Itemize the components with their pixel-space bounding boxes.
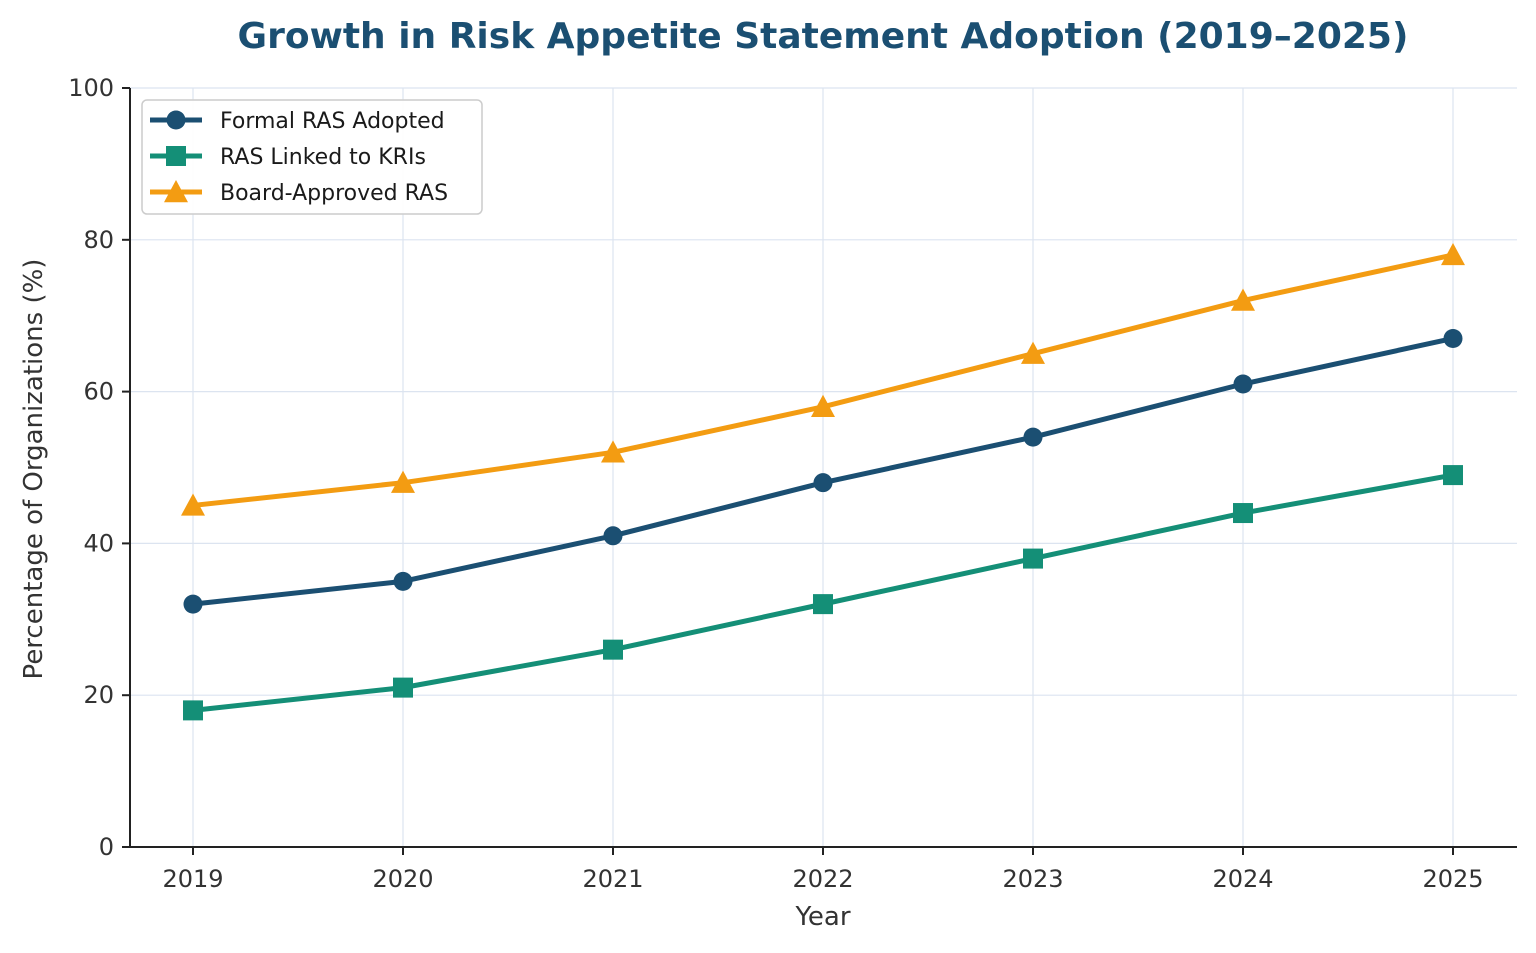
series-layer [181,242,1465,721]
data-point [1021,341,1045,364]
data-point [183,594,203,614]
y-tick-label: 40 [83,529,114,557]
data-point [1441,242,1465,266]
data-point [393,571,413,591]
data-point [813,473,833,493]
data-point [393,677,413,698]
x-tick-label: 2021 [582,865,643,893]
legend-label: RAS Linked to KRIs [220,145,426,170]
x-tick-label: 2019 [162,865,223,893]
y-tick-label: 0 [99,833,114,861]
data-point [1233,503,1253,524]
data-point [183,700,203,721]
legend-item: RAS Linked to KRIs [150,145,426,170]
axes: 0 20 40 60 80 100 2019 2020 2021 2022 2023 2024 2025 [68,74,1517,893]
data-point [601,440,625,463]
legend: Formal RAS Adopted RAS Linked to KRIs Boar… [141,99,483,215]
chart-title: Growth in Risk Appetite Statement Adopti… [238,16,1409,57]
x-axis-label: Year [794,902,850,932]
data-point [1023,548,1043,569]
data-point [1023,427,1043,447]
legend-label: Board-Approved RAS [220,181,448,206]
x-tick-label: 2025 [1422,865,1483,893]
legend-label: Formal RAS Adopted [220,109,445,134]
x-tick-label: 2023 [1002,865,1063,893]
legend-box [141,99,483,215]
legend-marker [166,146,186,166]
series-1 [183,328,1463,614]
legend-marker [164,180,188,203]
data-point [1443,328,1463,348]
legend-item: Formal RAS Adopted [150,109,445,134]
data-point [1443,465,1463,486]
y-axis-label: Percentage of Organizations (%) [19,259,49,680]
legend-marker [166,110,186,130]
data-point [603,639,623,660]
y-tick-label: 60 [83,378,114,406]
data-point [181,493,205,516]
data-point [603,526,623,546]
data-point [813,594,833,615]
series-2 [183,465,1463,721]
data-point [1233,374,1253,394]
y-tick-label: 80 [83,226,114,254]
legend-item: Board-Approved RAS [150,180,448,206]
y-tick-label: 100 [68,74,114,102]
data-point [811,394,835,417]
y-tick-label: 20 [83,681,114,709]
x-tick-label: 2020 [372,865,433,893]
x-tick-label: 2024 [1212,865,1273,893]
data-point [1231,288,1255,311]
series-3 [181,242,1465,516]
data-point [391,470,415,493]
x-tick-label: 2022 [792,865,853,893]
